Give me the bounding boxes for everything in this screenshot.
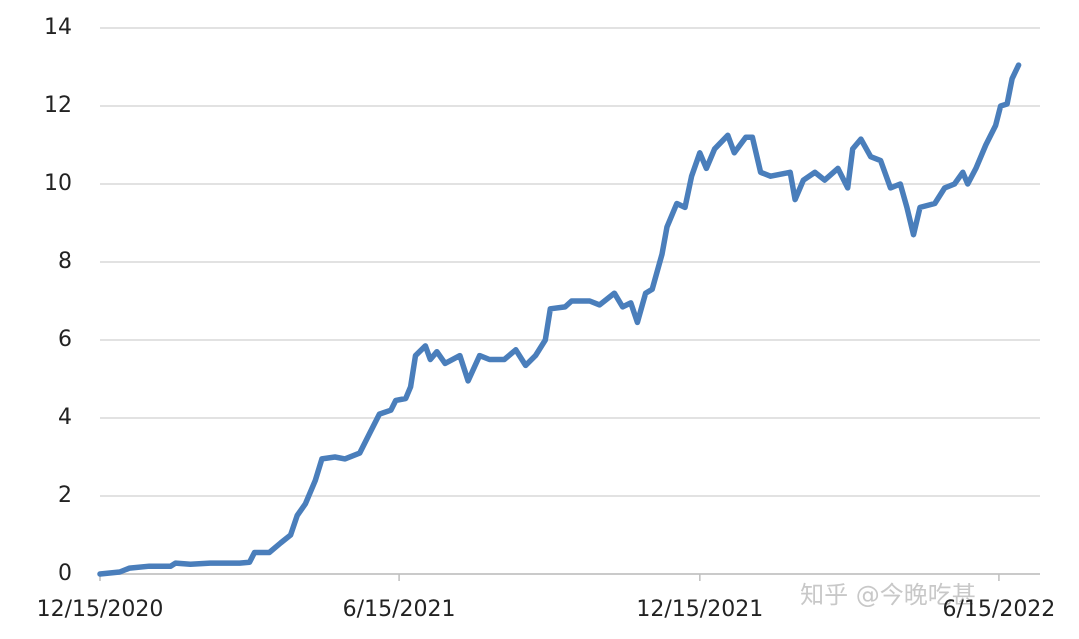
watermark: 知乎 @今晚吃甚 bbox=[800, 581, 976, 609]
y-tick-label: 4 bbox=[58, 405, 72, 430]
y-tick-label: 6 bbox=[58, 327, 72, 352]
x-tick-label: 6/15/2022 bbox=[943, 597, 1056, 622]
y-tick-label: 10 bbox=[44, 171, 72, 196]
y-tick-label: 0 bbox=[58, 561, 72, 586]
data-line bbox=[97, 62, 1022, 577]
y-tick-label: 14 bbox=[44, 15, 72, 40]
y-tick-label: 8 bbox=[58, 249, 72, 274]
x-tick-label: 6/15/2021 bbox=[343, 597, 456, 622]
y-tick-label: 12 bbox=[44, 93, 72, 118]
x-tick-label: 12/15/2020 bbox=[37, 597, 164, 622]
x-tick-label: 12/15/2021 bbox=[636, 597, 763, 622]
y-tick-label: 2 bbox=[58, 483, 72, 508]
